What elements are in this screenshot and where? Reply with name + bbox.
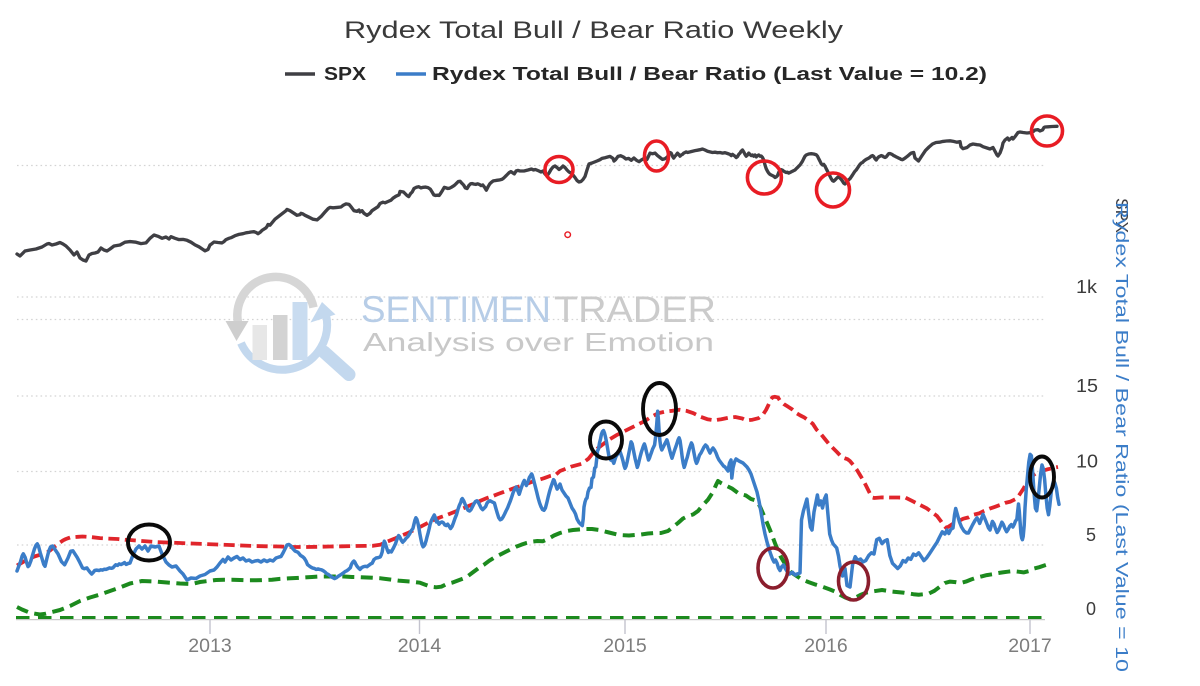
svg-text:Rydex Total Bull / Bear Ratio: Rydex Total Bull / Bear Ratio Weekly bbox=[344, 17, 843, 44]
svg-text:TRADER: TRADER bbox=[554, 289, 716, 330]
svg-text:2015: 2015 bbox=[603, 635, 647, 657]
svg-text:1k: 1k bbox=[1076, 277, 1098, 297]
svg-text:2014: 2014 bbox=[398, 635, 442, 657]
svg-text:2016: 2016 bbox=[804, 635, 847, 657]
svg-text:15: 15 bbox=[1076, 376, 1098, 396]
svg-text:Analysis over Emotion: Analysis over Emotion bbox=[363, 327, 714, 357]
svg-text:2017: 2017 bbox=[1008, 635, 1051, 657]
svg-text:Rydex Total Bull / Bear Ratio: Rydex Total Bull / Bear Ratio (Last Valu… bbox=[432, 64, 987, 84]
svg-text:0: 0 bbox=[1086, 599, 1096, 619]
svg-text:SENTIMEN: SENTIMEN bbox=[361, 289, 551, 330]
svg-text:SPX: SPX bbox=[1112, 198, 1132, 233]
svg-text:2013: 2013 bbox=[188, 635, 231, 657]
svg-text:5: 5 bbox=[1086, 525, 1096, 545]
svg-text:SPX: SPX bbox=[324, 64, 366, 84]
svg-text:10: 10 bbox=[1076, 452, 1098, 472]
svg-text:Rydex Total Bull / Bear Ratio: Rydex Total Bull / Bear Ratio (Last Valu… bbox=[1112, 202, 1132, 672]
